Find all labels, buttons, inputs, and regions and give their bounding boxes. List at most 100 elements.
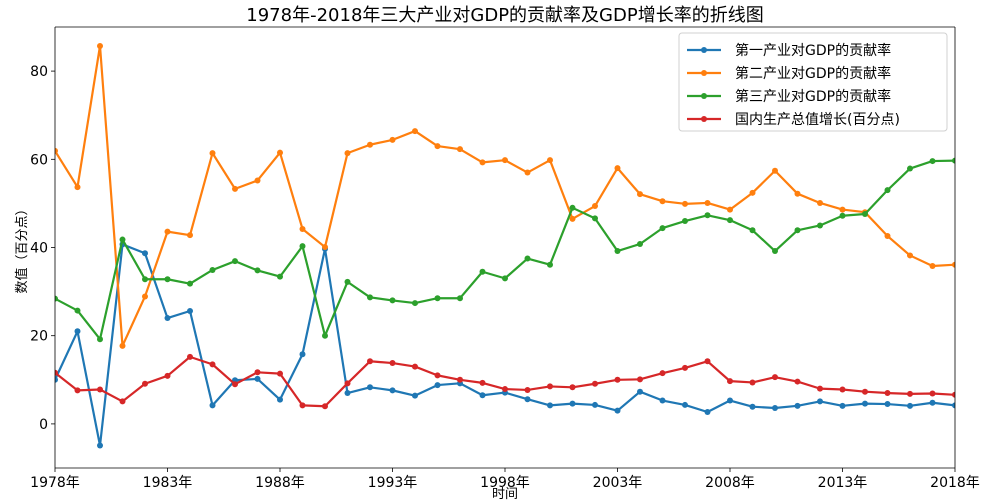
data-point [614, 165, 621, 172]
data-point [412, 128, 418, 135]
legend-label: 第一产业对GDP的贡献率 [735, 42, 891, 59]
series-3 [55, 157, 955, 343]
data-point [884, 187, 891, 194]
data-point [479, 392, 486, 399]
data-point [794, 190, 801, 197]
x-axis: 1978年 1983年 1988年 1993年 1998年 2003年 2008年 2013年… [30, 467, 980, 491]
data-point [344, 390, 351, 397]
series-1 [55, 241, 955, 449]
data-point [659, 370, 666, 377]
data-point [74, 184, 81, 191]
data-point [817, 385, 823, 392]
data-point [277, 370, 283, 377]
data-point [907, 165, 913, 172]
data-point [569, 400, 576, 407]
data-point [187, 353, 193, 360]
data-point [772, 167, 778, 174]
data-point [97, 42, 103, 49]
data-point [434, 372, 441, 379]
data-point [74, 387, 81, 394]
data-point [862, 400, 868, 407]
data-point [794, 402, 801, 409]
data-point [367, 294, 373, 301]
data-point [592, 401, 598, 408]
data-point [749, 379, 756, 386]
data-point [299, 402, 306, 409]
data-point [479, 159, 486, 166]
data-point [97, 442, 103, 449]
data-point [55, 376, 58, 383]
legend-box [678, 32, 948, 132]
chart-title: 1978年-2018年三大产业对GDP的贡献率及GDP增长率的折线图 [246, 5, 763, 26]
data-point [502, 275, 508, 282]
data-point [254, 177, 261, 184]
series-4 [55, 353, 955, 410]
data-point [659, 397, 666, 404]
data-point [142, 276, 148, 283]
data-point [209, 266, 216, 273]
data-point [727, 217, 733, 224]
data-point [524, 386, 531, 393]
data-point [907, 252, 913, 259]
data-point [74, 328, 81, 335]
data-point [614, 407, 621, 414]
data-point [97, 336, 103, 343]
series-line-1 [55, 243, 955, 447]
data-point [682, 218, 688, 225]
y-tick-label: 0 [39, 417, 48, 433]
data-point [119, 342, 126, 349]
data-point [502, 157, 508, 164]
data-point [862, 210, 868, 217]
data-point [254, 375, 261, 382]
data-point [299, 243, 306, 250]
data-point [727, 206, 733, 213]
data-point [704, 408, 711, 415]
data-point [884, 390, 891, 397]
legend-item-1: 第一产业对GDP的贡献率 [687, 42, 891, 59]
data-point [164, 372, 171, 379]
data-point [412, 363, 418, 370]
data-point [749, 189, 756, 196]
data-point [817, 398, 823, 405]
data-point [97, 386, 103, 393]
data-point [952, 391, 955, 398]
data-point [637, 191, 643, 198]
data-point [839, 386, 846, 393]
data-point [389, 387, 396, 394]
data-point [682, 200, 688, 207]
data-point [142, 380, 148, 387]
legend-label: 第三产业对GDP的贡献率 [735, 88, 891, 105]
data-point [232, 381, 238, 388]
legend-item-3: 第三产业对GDP的贡献率 [687, 88, 891, 105]
legend-item-4: 国内生产总值增长(百分点) [687, 112, 900, 128]
data-point [119, 398, 126, 405]
data-point [614, 248, 621, 255]
data-point [164, 315, 171, 322]
x-tick-label: 1988年 [255, 475, 305, 491]
data-point [209, 361, 216, 368]
data-point [209, 150, 216, 157]
data-point [457, 146, 463, 153]
data-point [929, 263, 936, 270]
data-point [457, 376, 463, 383]
data-point [479, 268, 486, 275]
legend-label: 第二产业对GDP的贡献率 [735, 65, 891, 82]
data-point [592, 380, 598, 387]
legend: 第一产业对GDP的贡献率第二产业对GDP的贡献率第三产业对GDP的贡献率国内生产… [678, 32, 948, 132]
data-point [772, 374, 778, 381]
data-point [389, 136, 396, 143]
data-point [434, 143, 441, 150]
legend-marker [701, 70, 707, 76]
y-axis: 0 20 40 60 80 [30, 27, 56, 468]
data-point [772, 405, 778, 412]
data-point [457, 295, 463, 302]
data-point [367, 141, 373, 148]
data-point [164, 276, 171, 283]
data-point [502, 386, 508, 393]
y-tick-label: 20 [30, 329, 48, 345]
data-point [637, 388, 643, 395]
data-point [592, 203, 598, 210]
x-tick-label: 2013年 [818, 475, 868, 491]
